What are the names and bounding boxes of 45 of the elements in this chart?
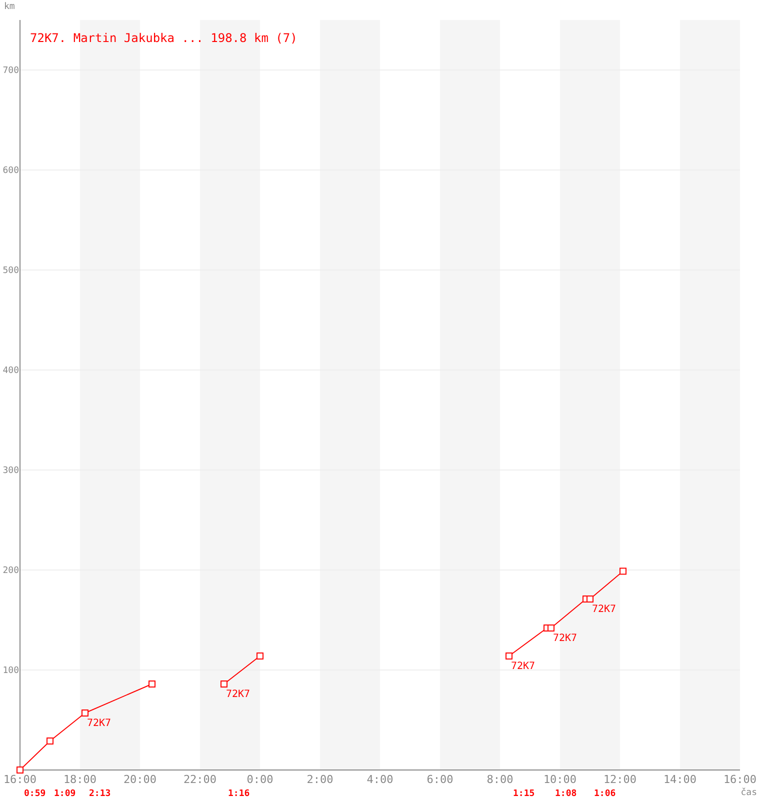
point: [16, 766, 24, 774]
x-tick-label: 6:00: [426, 773, 454, 786]
point: [148, 680, 156, 688]
point: [506, 652, 512, 660]
point: [620, 568, 626, 575]
point: [548, 624, 554, 632]
x-axis-title: čas: [740, 787, 757, 798]
x-tick-label: 0:00: [246, 773, 274, 786]
x-tick-label: 10:00: [543, 773, 577, 786]
x-tick-label: 4:00: [366, 773, 394, 786]
annotation: 72K7: [87, 718, 112, 729]
text: 1:08: [555, 789, 577, 799]
text: 1:06: [594, 789, 616, 799]
x-tick-label: 14:00: [663, 773, 697, 786]
x-tick-label: 20:00: [123, 773, 157, 786]
x-tick-label: 16:00: [3, 773, 37, 786]
y-tick-label: 200: [2, 566, 19, 576]
x-tick-label: 8:00: [486, 773, 514, 786]
text: 1:15: [513, 789, 535, 799]
y-tick-label: 300: [2, 466, 19, 476]
text: 1:09: [54, 789, 76, 799]
x-tick-label: 16:00: [723, 773, 757, 786]
point: [46, 738, 54, 744]
y-tick-label: 600: [2, 166, 19, 176]
y-tick-label: 700: [2, 66, 19, 76]
y-tick-label: 100: [2, 666, 19, 676]
text: 72K7. Martin Jakubka ... 198.8 km (7): [30, 31, 298, 45]
x-tick-label: 18:00: [63, 773, 97, 786]
y-axis-title: km: [4, 2, 15, 12]
annotation: 72K7: [553, 633, 578, 644]
point: [256, 652, 264, 660]
y-tick-label: 500: [2, 266, 19, 276]
point: [586, 596, 594, 602]
text: 2:13: [89, 789, 111, 799]
x-tick-label: 12:00: [603, 773, 637, 786]
point: [82, 710, 88, 716]
x-tick-label: 2:00: [306, 773, 334, 786]
annotation: 72K7: [511, 661, 536, 672]
x-tick-label: 22:00: [183, 773, 217, 786]
annotation: 72K7: [226, 689, 250, 700]
y-tick-label: 400: [2, 366, 19, 376]
annotation: 72K7: [592, 604, 616, 615]
text: 1:16: [228, 789, 250, 799]
text: 0:59: [24, 789, 46, 799]
point: [220, 680, 228, 688]
